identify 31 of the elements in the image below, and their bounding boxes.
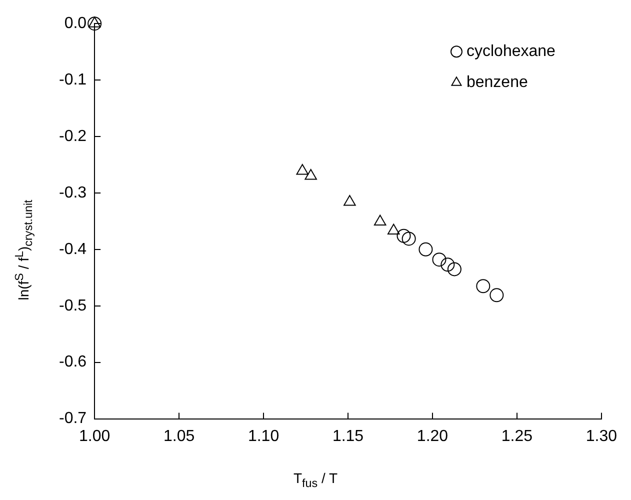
legend-label: benzene	[466, 74, 528, 92]
y-tick-label: -0.7	[58, 410, 87, 428]
point	[440, 258, 455, 272]
y-tick-label: -0.6	[58, 354, 87, 371]
point	[432, 252, 446, 267]
point	[490, 288, 504, 302]
point	[344, 195, 356, 206]
x-tick-label: 1.15	[332, 428, 364, 445]
point	[296, 164, 309, 175]
point	[447, 262, 462, 276]
x-tick-label: 1.10	[248, 428, 280, 445]
legend-label: cyclohexane	[466, 43, 556, 60]
x-tick-label: 1.30	[586, 428, 618, 445]
y-tick-label: 0.0	[64, 15, 87, 32]
point	[304, 169, 317, 180]
x-tick-label: 1.05	[163, 428, 195, 445]
point	[418, 242, 433, 256]
x-tick-label: 1.00	[79, 428, 110, 445]
x-axis-title: T$_{fus}$ / T	[292, 470, 339, 490]
x-tick-label: 1.25	[501, 428, 533, 445]
y-tick-label: -0.3	[58, 184, 87, 202]
point	[476, 279, 490, 294]
y-tick-label: -0.1	[58, 71, 87, 88]
y-tick-label: -0.2	[58, 128, 87, 145]
y-tick-label: -0.5	[58, 297, 87, 314]
point	[374, 214, 386, 226]
point	[402, 232, 416, 246]
y-tick-label: -0.4	[58, 240, 87, 258]
point	[387, 224, 400, 235]
x-tick-label: 1.20	[416, 428, 448, 445]
point	[396, 228, 411, 243]
